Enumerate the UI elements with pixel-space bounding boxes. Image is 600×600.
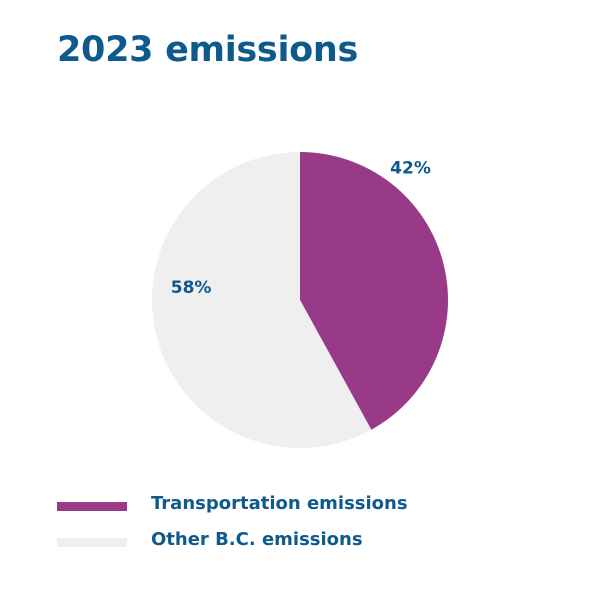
legend-label-other: Other B.C. emissions [151, 529, 363, 550]
legend-item-other: Other B.C. emissions [57, 526, 457, 562]
chart-title: 2023 emissions [57, 30, 359, 70]
slice-value-label-1: 58% [171, 278, 212, 298]
legend-swatch-other [57, 538, 127, 547]
slice-value-label-0: 42% [390, 159, 431, 179]
legend-item-transportation: Transportation emissions [57, 490, 457, 526]
pie-slice-0 [300, 152, 448, 430]
legend: Transportation emissions Other B.C. emis… [57, 490, 457, 562]
pie-slice-1 [152, 152, 372, 448]
legend-swatch-transportation [57, 502, 127, 511]
legend-label-transportation: Transportation emissions [151, 493, 408, 514]
